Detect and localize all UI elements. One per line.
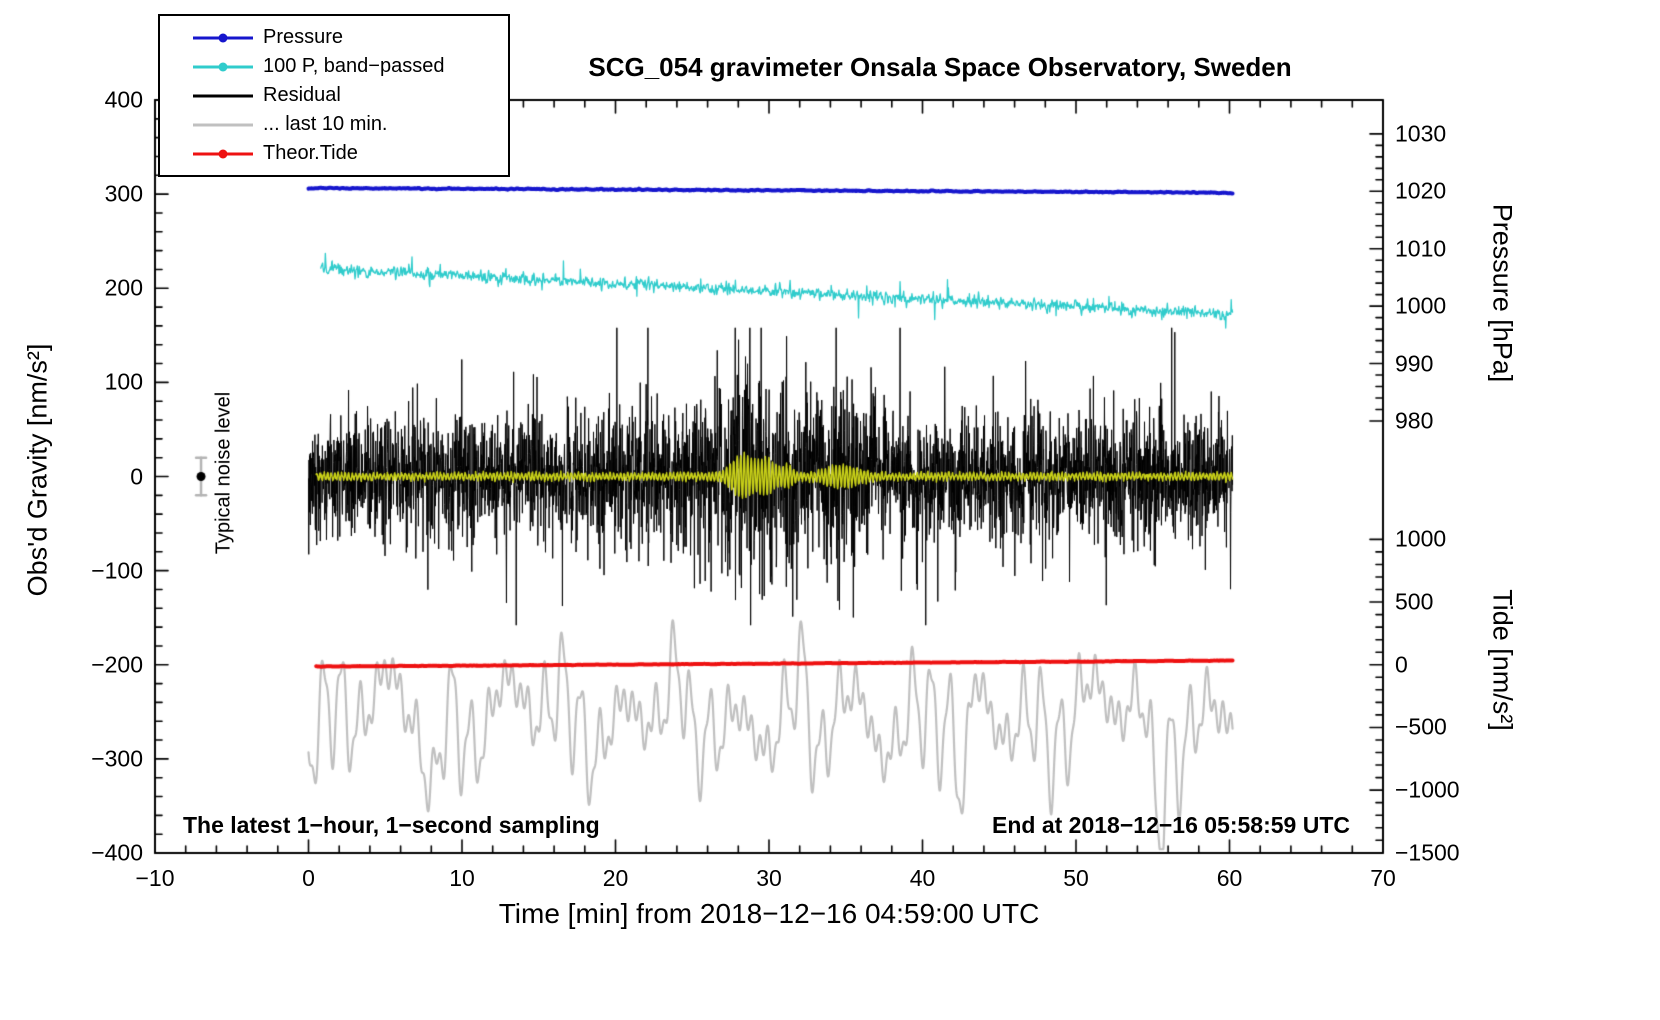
y-axis-label-gravity: Obs'd Gravity [nm/s²] <box>22 343 53 597</box>
legend-item: Residual <box>160 81 508 110</box>
legend-label: ... last 10 min. <box>263 113 388 135</box>
tick-label: 1010 <box>1395 235 1447 262</box>
tick-label: −200 <box>91 651 143 678</box>
tick-label: 300 <box>104 180 143 207</box>
tick-label: 400 <box>104 86 143 113</box>
tick-label: 60 <box>1216 865 1243 891</box>
chart-title: SCG_054 gravimeter Onsala Space Observat… <box>588 52 1292 82</box>
tick-label: −100 <box>91 557 143 584</box>
tick-label: 1020 <box>1395 177 1447 204</box>
tick-label: −400 <box>91 839 143 866</box>
tick-label: 20 <box>602 865 629 891</box>
tick-label: 50 <box>1063 865 1089 891</box>
legend-label: Theor.Tide <box>263 142 358 164</box>
legend-label: 100 P, band−passed <box>263 55 445 77</box>
tick-label: 30 <box>756 865 782 891</box>
x-axis-label: Time [min] from 2018−12−16 04:59:00 UTC <box>498 898 1040 929</box>
tick-label: −10 <box>135 865 175 891</box>
y-axis-label-tide: Tide [nm/s²] <box>1487 589 1518 731</box>
tick-label: 70 <box>1370 865 1396 891</box>
tick-label: 100 <box>104 368 143 395</box>
legend-item: 100 P, band−passed <box>160 52 508 81</box>
tick-label: 200 <box>104 274 143 301</box>
legend-item: Theor.Tide <box>160 139 508 168</box>
tick-label: 1000 <box>1395 292 1447 319</box>
legend-item: ... last 10 min. <box>160 110 508 139</box>
legend-swatch-pressure <box>193 33 253 43</box>
legend-label: Residual <box>263 84 341 106</box>
y-axis-label-pressure: Pressure [hPa] <box>1487 203 1518 383</box>
legend-swatch-residual <box>193 91 253 101</box>
noise-level-annotation: Typical noise level <box>212 391 235 555</box>
tick-label: −300 <box>91 745 143 772</box>
tick-label: 1030 <box>1395 120 1447 147</box>
tick-label: 10 <box>449 865 475 891</box>
tick-label: 0 <box>1395 651 1408 678</box>
tick-label: 0 <box>130 463 143 489</box>
sampling-info-text: The latest 1−hour, 1−second sampling <box>183 812 600 838</box>
tick-label: −1000 <box>1395 776 1460 803</box>
tick-label: 1000 <box>1395 525 1447 552</box>
tick-label: −1500 <box>1395 839 1460 866</box>
legend-swatch--last-10-min- <box>193 120 253 130</box>
legend-box: Pressure 100 P, band−passed Residual ... la… <box>158 14 510 177</box>
legend-swatch-100-p-band-passed <box>193 62 253 72</box>
tick-label: 980 <box>1395 407 1434 434</box>
tick-label: 500 <box>1395 588 1434 615</box>
tick-label: −500 <box>1395 713 1447 740</box>
tick-label: 0 <box>302 865 315 891</box>
tick-label: 990 <box>1395 350 1434 377</box>
tick-label: 40 <box>909 865 936 891</box>
end-time-text: End at 2018−12−16 05:58:59 UTC <box>992 812 1350 838</box>
legend-label: Pressure <box>263 26 344 48</box>
legend-swatch-theor-tide <box>193 149 253 159</box>
legend-item: Pressure <box>160 23 508 52</box>
